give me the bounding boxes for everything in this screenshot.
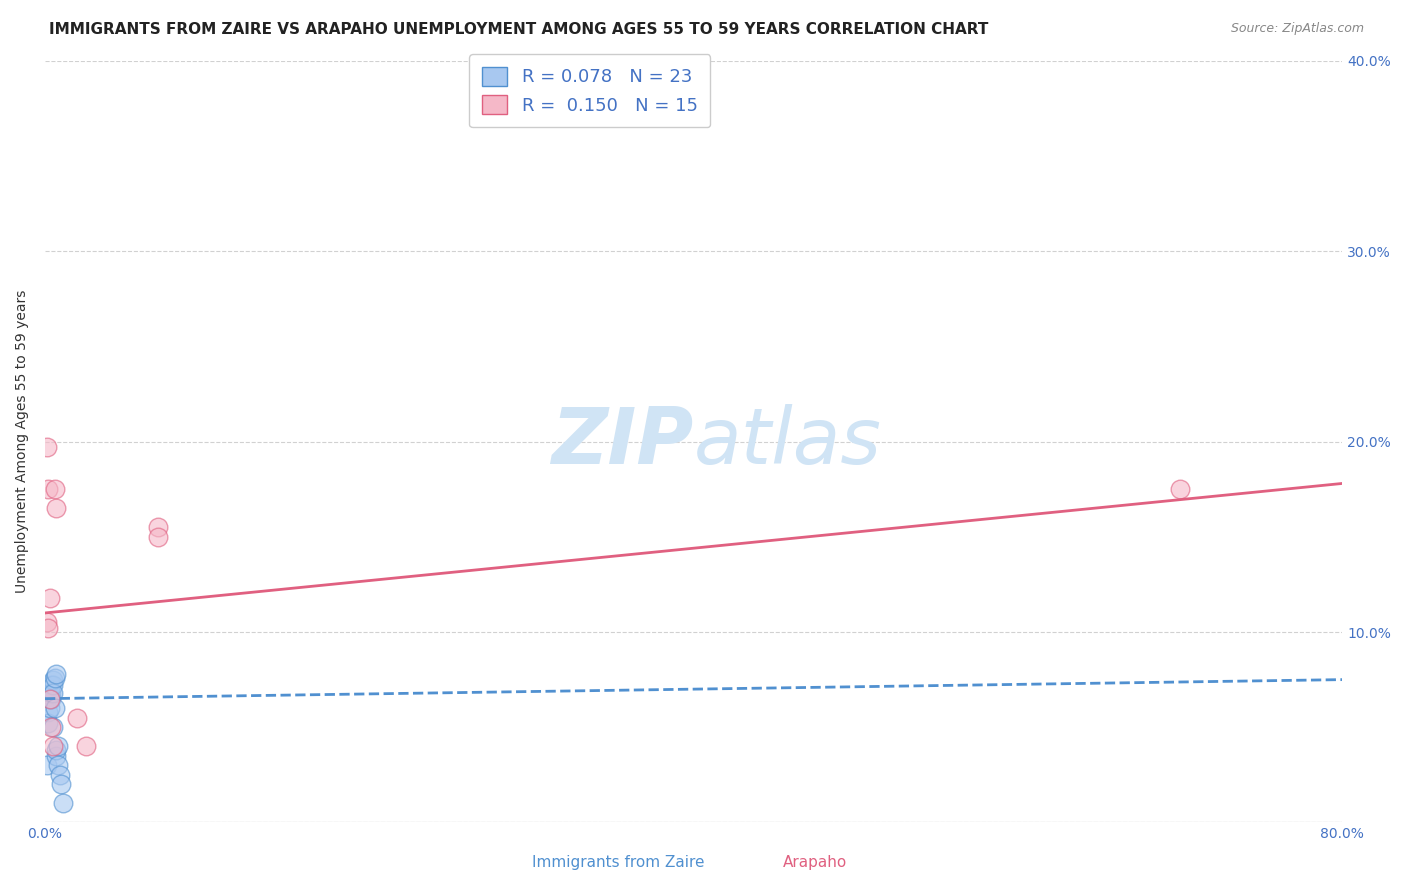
- Point: [37, 705, 59, 719]
- Point: [44, 701, 66, 715]
- Point: [45, 743, 67, 757]
- Point: [41, 678, 63, 692]
- Point: [44, 482, 66, 496]
- Point: [42, 720, 65, 734]
- Point: [42, 673, 65, 687]
- Point: [38, 691, 60, 706]
- Point: [42, 739, 65, 754]
- Point: [38, 691, 60, 706]
- Text: Arapaho: Arapaho: [783, 855, 848, 870]
- Point: [38, 701, 60, 715]
- Text: Source: ZipAtlas.com: Source: ZipAtlas.com: [1230, 22, 1364, 36]
- Point: [51, 777, 73, 791]
- Point: [35, 615, 58, 630]
- Point: [41, 691, 63, 706]
- Point: [42, 686, 65, 700]
- Point: [41, 720, 63, 734]
- Point: [42, 678, 65, 692]
- Point: [35, 440, 58, 454]
- Point: [38, 591, 60, 605]
- Point: [148, 530, 170, 544]
- Point: [38, 682, 60, 697]
- Point: [45, 666, 67, 681]
- Point: [44, 671, 66, 685]
- Point: [75, 739, 97, 754]
- Point: [37, 716, 59, 731]
- Point: [52, 797, 75, 811]
- Point: [46, 758, 69, 772]
- Text: Immigrants from Zaire: Immigrants from Zaire: [533, 855, 704, 870]
- Point: [41, 686, 63, 700]
- Text: atlas: atlas: [693, 403, 882, 480]
- Point: [48, 768, 70, 782]
- Text: ZIP: ZIP: [551, 403, 693, 480]
- Point: [37, 621, 59, 635]
- Point: [1168, 482, 1191, 496]
- Y-axis label: Unemployment Among Ages 55 to 59 years: Unemployment Among Ages 55 to 59 years: [15, 290, 30, 593]
- Point: [66, 711, 89, 725]
- Point: [37, 482, 59, 496]
- Point: [45, 501, 67, 516]
- Legend: R = 0.078   N = 23, R =  0.150   N = 15: R = 0.078 N = 23, R = 0.150 N = 15: [470, 54, 710, 128]
- Text: IMMIGRANTS FROM ZAIRE VS ARAPAHO UNEMPLOYMENT AMONG AGES 55 TO 59 YEARS CORRELAT: IMMIGRANTS FROM ZAIRE VS ARAPAHO UNEMPLO…: [49, 22, 988, 37]
- Point: [148, 520, 170, 534]
- Point: [45, 748, 67, 763]
- Point: [46, 739, 69, 754]
- Point: [35, 758, 58, 772]
